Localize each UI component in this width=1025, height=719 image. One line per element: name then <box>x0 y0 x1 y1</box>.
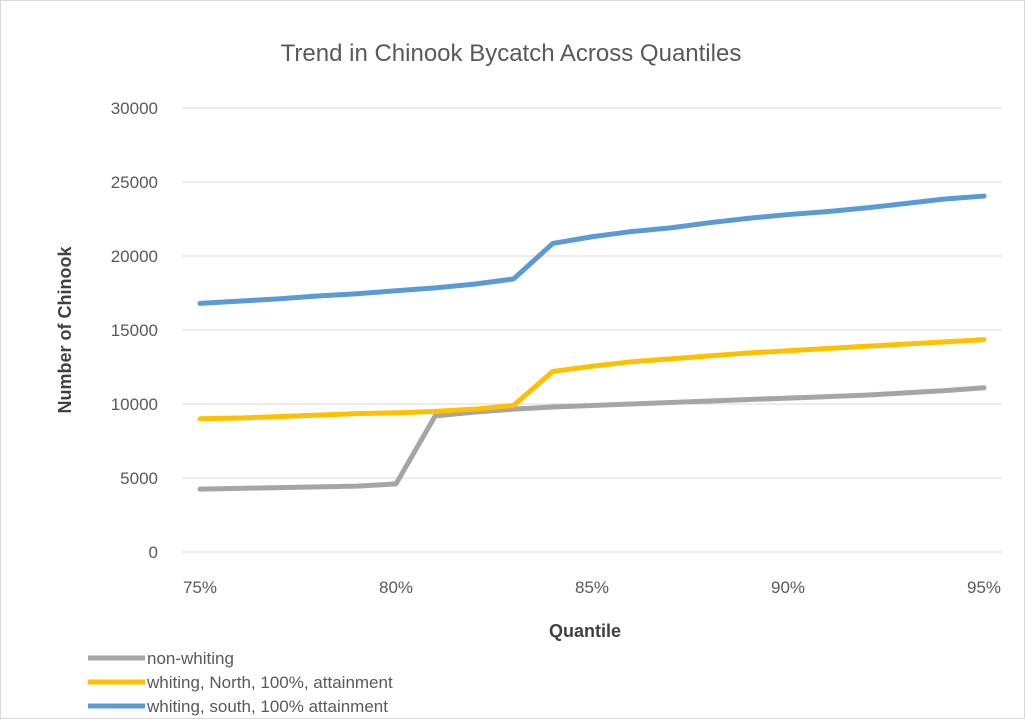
y-axis-tick-labels: 0 5000 10000 15000 20000 25000 30000 <box>111 99 158 562</box>
x-tick-label: 95% <box>967 578 1001 597</box>
x-axis-label: Quantile <box>549 621 621 641</box>
x-tick-label: 90% <box>771 578 805 597</box>
y-tick-label: 20000 <box>111 247 158 266</box>
chart-title: Trend in Chinook Bycatch Across Quantile… <box>281 40 742 67</box>
legend: non-whiting whiting, North, 100%, attainm… <box>88 649 393 716</box>
y-tick-label: 25000 <box>111 173 158 192</box>
y-tick-label: 10000 <box>111 395 158 414</box>
legend-label-1: whiting, North, 100%, attainment <box>146 673 393 692</box>
legend-label-0: non-whiting <box>147 649 234 668</box>
legend-label-2: whiting, south, 100% attainment <box>146 697 388 716</box>
series-line-0 <box>197 385 987 492</box>
x-axis-tick-labels: 75% 80% 85% 90% 95% <box>183 578 1001 597</box>
series-line-2 <box>197 193 987 306</box>
series-line-1 <box>197 337 987 422</box>
x-tick-label: 85% <box>575 578 609 597</box>
y-tick-label: 0 <box>149 543 158 562</box>
y-tick-label: 15000 <box>111 321 158 340</box>
x-tick-label: 75% <box>183 578 217 597</box>
y-tick-label: 5000 <box>120 469 158 488</box>
y-axis-label: Number of Chinook <box>55 246 75 414</box>
series-lines <box>197 193 987 492</box>
x-tick-label: 80% <box>379 578 413 597</box>
y-tick-label: 30000 <box>111 99 158 118</box>
